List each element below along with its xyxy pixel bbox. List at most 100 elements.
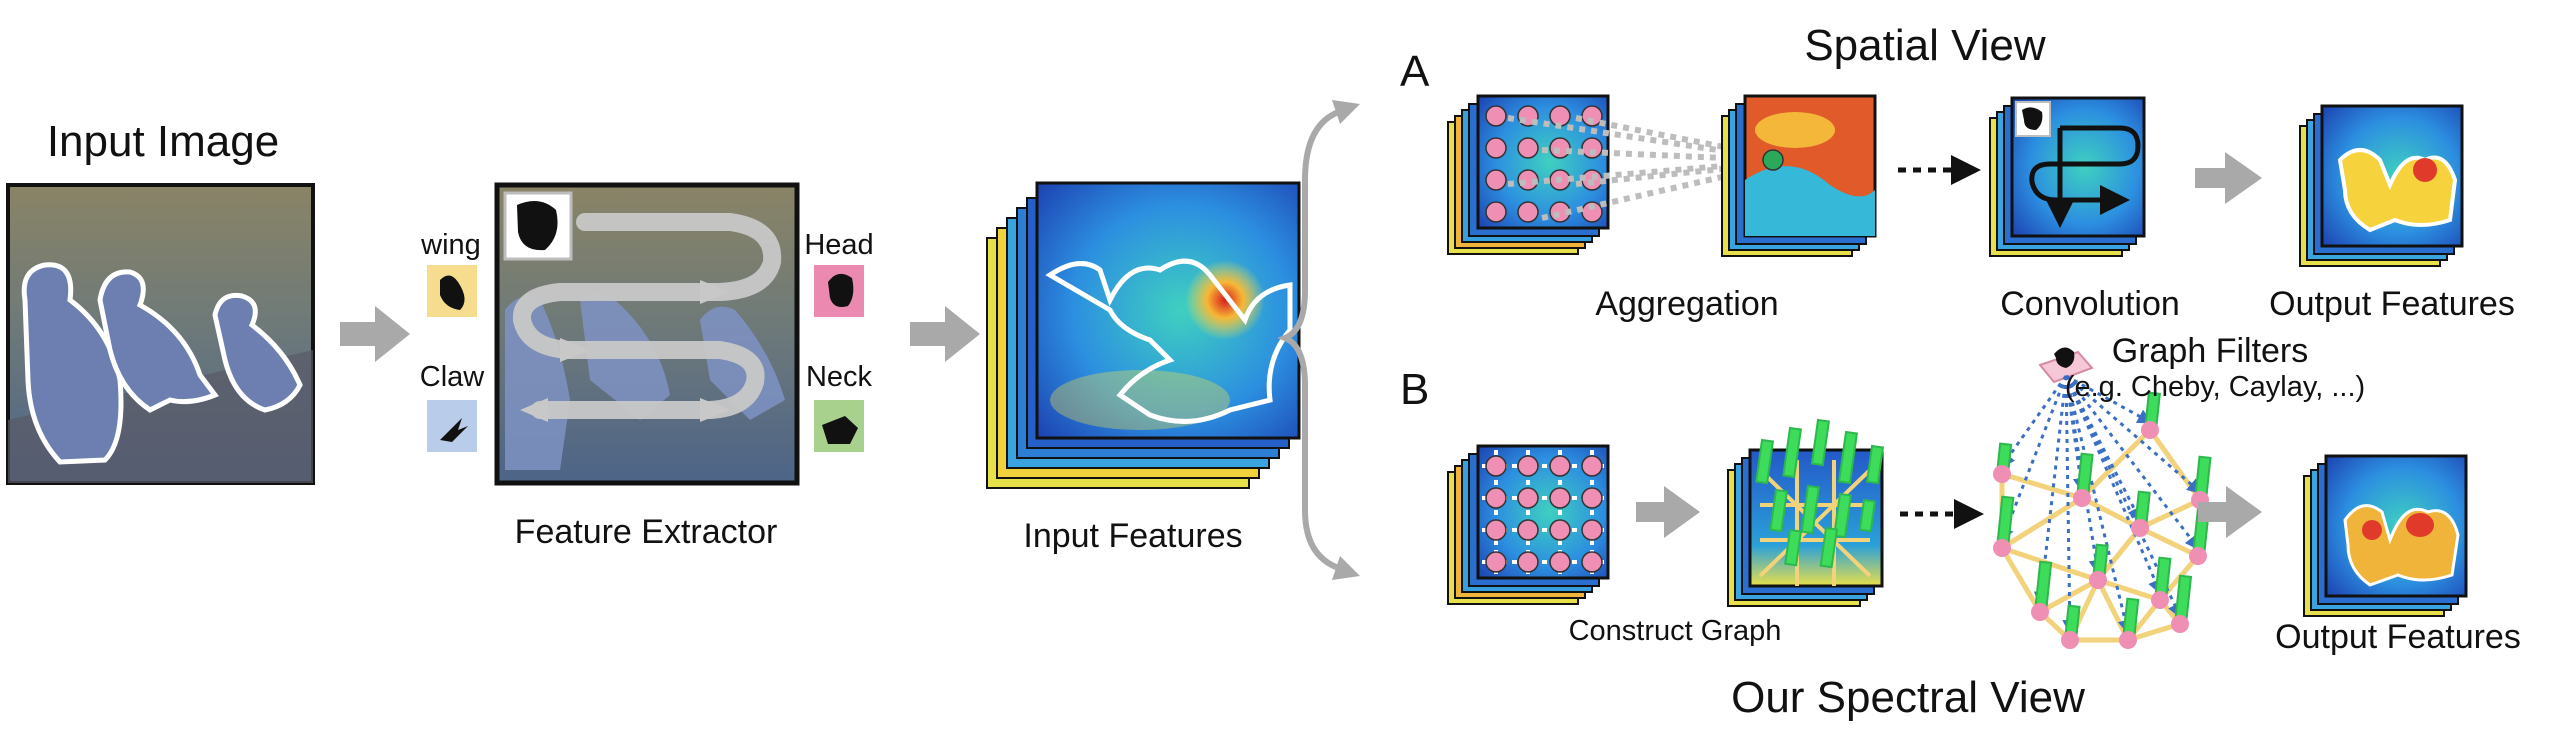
input-features-caption: Input Features — [1023, 517, 1242, 555]
graph-edge — [2000, 495, 2084, 551]
part-label-claw: Claw — [420, 361, 486, 393]
feature-bar — [1800, 484, 1821, 535]
grid-node — [1517, 487, 1539, 509]
grid-node — [1517, 201, 1539, 223]
aggregation-output-stack — [1721, 94, 1877, 257]
feature-bar — [1865, 444, 1885, 485]
grid-node — [1485, 169, 1507, 191]
graph-node — [2061, 631, 2079, 649]
feature-extractor — [494, 182, 800, 486]
panel-b-letter: B — [1400, 365, 1429, 414]
filter-ray — [2065, 374, 2153, 424]
grid-node — [1517, 551, 1539, 573]
graph-filters-title: Graph Filters — [2112, 332, 2309, 370]
raster-scan-arrows — [512, 213, 782, 419]
grid-node — [1485, 201, 1507, 223]
graph-edge — [2097, 577, 2161, 603]
grid-node — [1485, 487, 1507, 509]
graph-edge — [2001, 471, 2083, 501]
claw-icon — [440, 418, 468, 442]
graph-node — [1993, 539, 2011, 557]
grid-node — [1581, 137, 1603, 159]
branch-brace-icon — [1276, 107, 1346, 573]
filter-ray — [2062, 375, 2078, 635]
graph-edge — [2138, 525, 2200, 559]
grid-node — [1581, 201, 1603, 223]
convolution-label: Convolution — [2000, 285, 2180, 323]
construct-graph-input-stack — [1447, 444, 1610, 605]
grid-node — [1517, 137, 1539, 159]
feature-bar — [1858, 498, 1877, 533]
input-image — [6, 183, 315, 485]
grid-node — [1485, 551, 1507, 573]
graph-node — [2119, 631, 2137, 649]
grid-node — [1549, 455, 1571, 477]
feature-bar — [1837, 430, 1859, 485]
spatial-output-label: Output Features — [2269, 285, 2515, 323]
grid-node — [1581, 551, 1603, 573]
spatial-output-stack — [2299, 104, 2464, 267]
feature-bar — [1810, 418, 1831, 467]
filter-ray — [2064, 375, 2133, 635]
graph-node — [2089, 571, 2107, 589]
flow-arrow-icon — [1636, 486, 1700, 538]
grid-node — [1517, 455, 1539, 477]
graph-edge — [2080, 495, 2142, 531]
graph-edge — [2138, 497, 2202, 531]
panel-a-letter: A — [1400, 47, 1430, 96]
grid-node — [1549, 519, 1571, 541]
flow-arrow-icon — [340, 306, 410, 362]
flow-arrow-icon — [2195, 152, 2262, 204]
graph-edge — [2127, 621, 2181, 643]
graph-node — [2189, 547, 2207, 565]
feature-bar — [1833, 492, 1853, 539]
part-label-neck: Neck — [806, 361, 873, 393]
grid-node — [1485, 519, 1507, 541]
grid-node — [1549, 551, 1571, 573]
filter-ray — [2064, 375, 2200, 551]
feature-bar — [1819, 526, 1839, 569]
spectral-output-label: Output Features — [2275, 618, 2521, 656]
grid-node — [1485, 137, 1507, 159]
grid-node — [1485, 105, 1507, 127]
graph-edge — [1999, 546, 2043, 614]
spectral-view-title: Our Spectral View — [1731, 673, 2085, 722]
feature-bar — [1769, 488, 1789, 533]
part-swatch-claw — [427, 400, 477, 452]
aggregation-label: Aggregation — [1595, 285, 1778, 323]
part-label-wing: wing — [420, 229, 481, 261]
grid-node — [1581, 455, 1603, 477]
neck-icon — [822, 416, 858, 444]
grid-node — [1517, 519, 1539, 541]
graph-node — [2131, 519, 2149, 537]
flow-arrow-icon — [910, 306, 980, 362]
graph-filters-subtitle: (e.g. Cheby, Caylay, ...) — [2065, 371, 2365, 403]
graph-filter-network — [1993, 347, 2212, 649]
grid-node — [1581, 519, 1603, 541]
feature-bar — [1755, 438, 1775, 485]
graph-node — [2151, 591, 2169, 609]
input-image-title: Input Image — [47, 117, 279, 166]
graph-edge — [2038, 577, 2100, 615]
spatial-view-title: Spatial View — [1804, 21, 2046, 70]
input-feature-stack — [986, 181, 1301, 489]
graph-feature-stack — [1727, 418, 1885, 607]
wing-icon — [440, 275, 465, 310]
grid-node — [1581, 487, 1603, 509]
construct-graph-label: Construct Graph — [1569, 615, 1782, 647]
part-legend: wing Claw Head Neck — [420, 229, 874, 452]
filter-ray — [2065, 374, 2203, 494]
graph-node — [2171, 615, 2189, 633]
filter-ray — [2000, 375, 2068, 469]
grid-node — [1581, 105, 1603, 127]
graph-node — [2073, 489, 2091, 507]
feature-extractor-caption: Feature Extractor — [515, 513, 778, 551]
convolution-stack — [1989, 96, 2146, 257]
grid-node — [1485, 455, 1507, 477]
spectral-output-stack — [2303, 454, 2468, 617]
part-label-head: Head — [804, 229, 873, 261]
head-icon — [828, 273, 854, 307]
graph-edge — [2147, 428, 2203, 502]
graph-edge — [2080, 428, 2152, 500]
